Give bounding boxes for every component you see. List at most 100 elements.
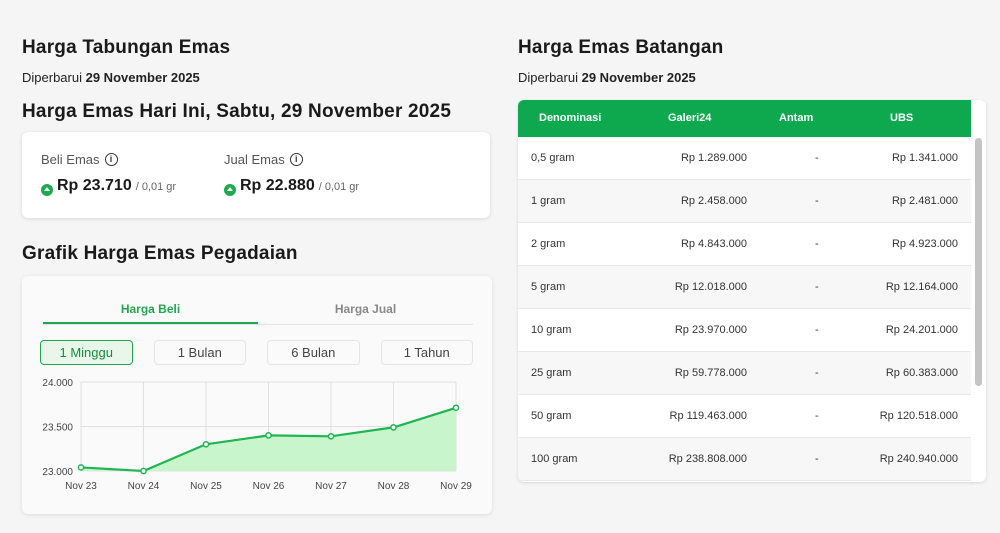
y-tick-label: 23.500 <box>42 423 73 434</box>
y-tick-label: 24.000 <box>42 378 73 389</box>
price-table: Denominasi Galeri24 Antam UBS 0,5 gram Rp… <box>518 100 986 482</box>
updated-date: 29 November 2025 <box>85 70 200 85</box>
grafik-title: Grafik Harga Emas Pegadaian <box>22 243 298 264</box>
chart-card: Harga Beli Harga Jual 1 Minggu 1 Bulan 6… <box>22 276 492 514</box>
table-row: 0,5 gram Rp 1.289.000 - Rp 1.341.000 <box>518 137 971 180</box>
table-row: 25 gram Rp 59.778.000 - Rp 60.383.000 <box>518 352 971 395</box>
data-point <box>452 404 460 412</box>
cell-galeri24: Rp 12.018.000 <box>674 281 747 293</box>
cell-ubs: Rp 12.164.000 <box>885 281 958 293</box>
range-1-bulan-button[interactable]: 1 Bulan <box>153 340 246 365</box>
header-ubs: UBS <box>890 112 914 124</box>
cell-antam: - <box>815 195 819 207</box>
cell-denominasi: 25 gram <box>531 367 572 379</box>
tab-harga-jual[interactable]: Harga Jual <box>334 302 397 316</box>
tabungan-title: Harga Tabungan Emas <box>22 37 231 58</box>
cell-galeri24: Rp 4.843.000 <box>680 238 747 250</box>
trend-up-icon <box>224 183 236 196</box>
cell-ubs: Rp 1.341.000 <box>891 152 958 164</box>
table-header: Denominasi Galeri24 Antam UBS <box>518 100 971 137</box>
table-row: 5 gram Rp 12.018.000 - Rp 12.164.000 <box>518 266 971 309</box>
x-tick-label: Nov 27 <box>315 481 347 492</box>
cell-galeri24: Rp 1.289.000 <box>680 152 747 164</box>
data-point <box>327 432 335 440</box>
table-row: 50 gram Rp 119.463.000 - Rp 120.518.000 <box>518 395 971 438</box>
jual-label: Jual Emas <box>224 152 285 167</box>
chart-tabs: Harga Beli Harga Jual <box>43 300 473 325</box>
data-point <box>265 432 272 439</box>
cell-antam: - <box>815 238 819 250</box>
header-galeri24: Galeri24 <box>668 112 712 124</box>
table-row: 100 gram Rp 238.808.000 - Rp 240.940.000 <box>518 438 971 481</box>
jual-value: Rp 22.880 <box>240 177 315 194</box>
cell-galeri24: Rp 2.458.000 <box>680 195 747 207</box>
updated-date: 29 November 2025 <box>581 70 696 85</box>
info-icon[interactable]: i <box>104 153 118 166</box>
cell-ubs: Rp 2.481.000 <box>891 195 958 207</box>
data-point <box>202 440 210 448</box>
cell-antam: - <box>815 324 819 336</box>
cell-ubs: Rp 4.923.000 <box>891 238 958 250</box>
x-tick-label: Nov 29 <box>440 481 472 492</box>
table-body: 0,5 gram Rp 1.289.000 - Rp 1.341.000 1 gram R… <box>518 137 971 481</box>
series-area <box>81 407 456 471</box>
range-selector: 1 Minggu 1 Bulan 6 Bulan 1 Tahun <box>40 340 473 365</box>
beli-unit: / 0,01 gr <box>135 181 177 193</box>
cell-denominasi: 2 gram <box>531 238 566 250</box>
scrollbar-thumb[interactable] <box>975 138 982 386</box>
table-row: 1 gram Rp 2.458.000 - Rp 2.481.000 <box>518 180 971 223</box>
table-row: 10 gram Rp 23.970.000 - Rp 24.201.000 <box>518 309 971 352</box>
data-point <box>140 467 147 475</box>
x-tick-label: Nov 24 <box>128 481 160 492</box>
cell-antam: - <box>815 453 819 465</box>
cell-antam: - <box>815 367 819 379</box>
table-scrollbar[interactable] <box>975 138 982 482</box>
price-chart: 24.000 23.500 23.000 Nov 23 Nov 24 Nov 25 Nov … <box>42 378 472 492</box>
cell-denominasi: 10 gram <box>531 324 572 336</box>
cell-ubs: Rp 24.201.000 <box>885 324 958 336</box>
header-antam: Antam <box>779 112 814 124</box>
data-point <box>77 464 85 471</box>
table-row: 2 gram Rp 4.843.000 - Rp 4.923.000 <box>518 223 971 266</box>
x-tick-label: Nov 23 <box>65 481 97 492</box>
x-tick-label: Nov 25 <box>190 481 222 492</box>
cell-denominasi: 1 gram <box>531 195 566 207</box>
beli-emas: Beli Emas i Rp 23.710 / 0,01 gr <box>41 152 177 196</box>
price-card: Beli Emas i Rp 23.710 / 0,01 gr Jual Ema… <box>22 132 490 218</box>
cell-ubs: Rp 120.518.000 <box>879 410 958 422</box>
cell-galeri24: Rp 119.463.000 <box>669 410 747 422</box>
cell-denominasi: 5 gram <box>531 281 566 293</box>
today-price-title: Harga Emas Hari Ini, Sabtu, 29 November … <box>22 101 452 122</box>
y-tick-label: 23.000 <box>42 467 73 478</box>
cell-denominasi: 0,5 gram <box>531 152 575 164</box>
trend-up-icon <box>41 183 53 196</box>
tab-harga-beli[interactable]: Harga Beli <box>43 300 258 324</box>
range-1-tahun-button[interactable]: 1 Tahun <box>380 340 473 365</box>
batangan-updated: Diperbarui 29 November 2025 <box>518 70 696 85</box>
beli-label: Beli Emas <box>41 152 100 167</box>
x-tick-label: Nov 28 <box>378 481 410 492</box>
cell-ubs: Rp 240.940.000 <box>879 453 958 465</box>
cell-galeri24: Rp 238.808.000 <box>668 453 747 465</box>
cell-antam: - <box>815 410 819 422</box>
cell-galeri24: Rp 23.970.000 <box>674 324 747 336</box>
beli-value: Rp 23.710 <box>57 177 132 194</box>
updated-prefix: Diperbarui <box>518 70 578 85</box>
cell-galeri24: Rp 59.778.000 <box>674 367 747 379</box>
cell-antam: - <box>815 152 819 164</box>
x-tick-label: Nov 26 <box>253 481 285 492</box>
updated-prefix: Diperbarui <box>22 70 82 85</box>
jual-emas: Jual Emas i Rp 22.880 / 0,01 gr <box>224 152 360 196</box>
batangan-title: Harga Emas Batangan <box>518 37 724 58</box>
range-6-bulan-button[interactable]: 6 Bulan <box>267 340 360 365</box>
jual-unit: / 0,01 gr <box>318 181 360 193</box>
data-point <box>390 424 397 431</box>
info-icon[interactable]: i <box>289 153 303 166</box>
cell-denominasi: 50 gram <box>531 410 572 422</box>
header-denominasi: Denominasi <box>539 112 602 124</box>
cell-antam: - <box>815 281 819 293</box>
tabungan-updated: Diperbarui 29 November 2025 <box>22 70 200 85</box>
cell-ubs: Rp 60.383.000 <box>885 367 958 379</box>
range-1-minggu-button[interactable]: 1 Minggu <box>40 340 133 365</box>
cell-denominasi: 100 gram <box>531 453 578 465</box>
